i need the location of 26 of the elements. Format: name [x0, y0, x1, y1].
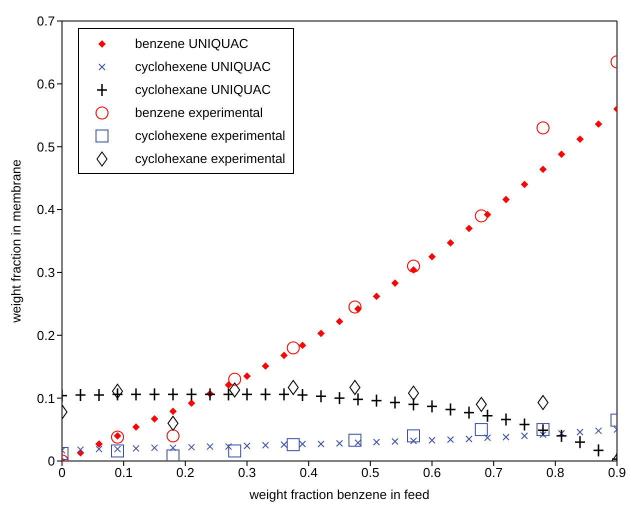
x-tick-label: 0.8 — [546, 465, 564, 480]
x-tick-label: 0.4 — [300, 465, 318, 480]
legend-label: cyclohexane UNIQUAC — [135, 82, 271, 97]
y-tick-label: 0.1 — [36, 390, 55, 406]
x-tick-label: 0 — [58, 465, 66, 480]
legend-label: benzene experimental — [135, 105, 263, 120]
x-tick-label: 0.3 — [238, 465, 256, 480]
y-tick-label: 0.4 — [36, 202, 55, 218]
y-axis-title: weight fraction in membrane — [8, 159, 24, 324]
legend-label: cyclohexane experimental — [135, 151, 286, 166]
legend-label: cyclohexene experimental — [135, 128, 286, 143]
y-tick-label: 0.3 — [36, 265, 55, 280]
legend-label: cyclohexene UNIQUAC — [135, 59, 271, 74]
x-tick-label: 0.2 — [176, 465, 194, 480]
y-tick-label: 0.7 — [36, 14, 55, 29]
y-tick-label: 0.2 — [36, 328, 55, 343]
x-tick-label: 0.1 — [114, 465, 133, 480]
x-tick-label: 0.6 — [422, 465, 442, 480]
x-axis-title: weight fraction benzene in feed — [248, 487, 430, 502]
legend-label: benzene UNIQUAC — [135, 36, 248, 51]
x-tick-label: 0.5 — [361, 465, 380, 480]
y-tick-label: 0.5 — [36, 139, 55, 154]
x-tick-label: 0.7 — [484, 465, 503, 480]
y-tick-label: 0.6 — [36, 76, 55, 92]
x-tick-label: 0.9 — [608, 465, 626, 480]
y-tick-label: 0 — [48, 454, 55, 469]
